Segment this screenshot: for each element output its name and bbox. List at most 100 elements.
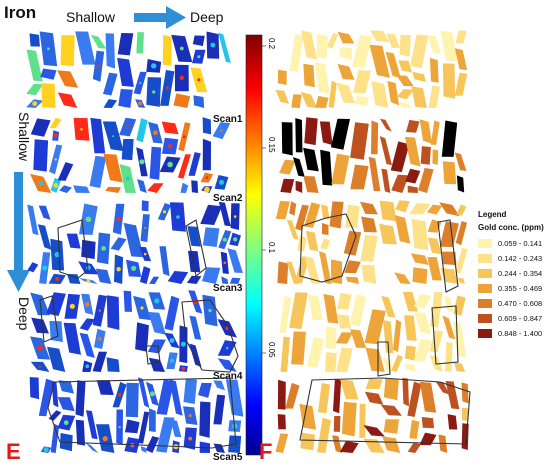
hotspot-dot <box>117 393 122 397</box>
hotspot-dot <box>85 216 92 223</box>
rock-slab <box>442 63 456 99</box>
rock-slab <box>40 68 57 80</box>
rock-slab <box>51 380 59 408</box>
rock-slab <box>398 101 412 108</box>
rock-slab <box>455 30 467 44</box>
rock-slab <box>405 168 421 184</box>
rock-slab <box>419 381 437 413</box>
rock-slab <box>26 83 44 96</box>
hotspot-dot <box>193 299 198 305</box>
rock-slab <box>340 47 352 60</box>
rock-slab <box>411 219 429 251</box>
rock-slab <box>145 436 160 453</box>
legend-title: Legend <box>478 210 507 219</box>
rock-slab <box>27 204 39 236</box>
rock-slab <box>340 379 359 400</box>
rock-slab <box>75 31 96 65</box>
rock-slab <box>277 261 289 284</box>
rock-slab <box>202 138 211 171</box>
rock-slab <box>213 394 226 425</box>
rock-slab <box>169 379 183 416</box>
hotspot-dot <box>42 265 48 271</box>
rock-slab <box>308 294 323 321</box>
rock-slab <box>332 435 342 453</box>
rock-slab <box>458 277 465 284</box>
rock-slab <box>303 63 315 88</box>
rock-slab <box>337 31 355 44</box>
rock-slab <box>90 34 107 49</box>
rock-slab <box>386 33 400 48</box>
rock-slab <box>96 380 114 395</box>
rock-slab <box>297 235 307 252</box>
rock-slab <box>395 200 410 213</box>
rock-slab <box>323 293 339 324</box>
rock-slab <box>410 34 429 69</box>
rock-slab <box>187 226 201 247</box>
rock-slab <box>453 362 465 372</box>
rock-slab <box>396 89 414 100</box>
rock-slab <box>275 433 289 453</box>
rock-slab <box>38 378 54 417</box>
hotspot-dot <box>154 298 160 304</box>
rock-slab <box>419 119 432 144</box>
rock-slab <box>300 91 318 108</box>
hotspot-dot <box>139 81 142 85</box>
rock-slab <box>85 442 99 453</box>
rock-slab <box>148 408 156 432</box>
hotspot-dot <box>53 183 59 188</box>
scan-label-3: Scan3 <box>213 283 243 294</box>
rock-slab <box>402 377 409 407</box>
hotspot-dot <box>116 267 121 272</box>
rock-slab <box>383 320 394 354</box>
rock-slab <box>117 57 134 87</box>
rock-slab <box>393 319 402 353</box>
rock-slab <box>103 99 118 108</box>
horizontal-shallow-label: Shallow <box>66 9 116 25</box>
rock-slab <box>407 442 421 453</box>
rock-slab <box>300 432 316 451</box>
hotspot-dot <box>188 414 192 418</box>
rock-slab <box>320 238 331 249</box>
rock-slab <box>202 117 212 135</box>
rock-slab <box>447 414 458 430</box>
hotspot-dot <box>220 129 223 132</box>
rock-slab <box>285 382 300 409</box>
rock-slab <box>118 89 133 108</box>
rock-slab <box>414 312 432 335</box>
hotspot-dot <box>38 181 43 186</box>
rock-slab <box>398 60 412 73</box>
rock-slab <box>406 119 420 133</box>
rock-slab <box>394 272 411 284</box>
rock-slab <box>60 35 75 67</box>
zone-outline <box>145 345 161 365</box>
rock-slab <box>454 152 467 171</box>
rock-slab <box>409 419 420 439</box>
rock-slab <box>27 262 39 273</box>
rock-slab <box>325 352 337 372</box>
rock-slab <box>419 432 437 446</box>
rock-slab <box>314 62 330 94</box>
rock-slab <box>427 35 441 54</box>
rock-slab <box>364 309 386 345</box>
legend-swatch <box>478 314 492 323</box>
hotspot-dot <box>102 436 108 442</box>
hotspot-dot <box>98 337 102 341</box>
rock-slab <box>136 32 144 54</box>
rock-slab <box>409 203 431 215</box>
legend-swatch <box>478 269 492 278</box>
rock-slab <box>46 292 66 316</box>
rock-slab <box>63 322 81 355</box>
rock-slab <box>439 221 459 247</box>
rock-slab <box>429 57 439 83</box>
rock-slab <box>286 219 299 240</box>
rock-slab <box>404 363 416 372</box>
hotspot-dot <box>181 366 186 371</box>
rock-slab <box>138 377 150 408</box>
zone-outline <box>47 377 237 449</box>
rock-slab <box>280 178 295 193</box>
rock-slab <box>291 94 302 108</box>
rock-slab <box>218 32 231 63</box>
rock-slab <box>59 185 72 193</box>
scan-label-2: Scan2 <box>213 193 243 204</box>
legend-label: 0.355 - 0.469 <box>498 284 543 293</box>
